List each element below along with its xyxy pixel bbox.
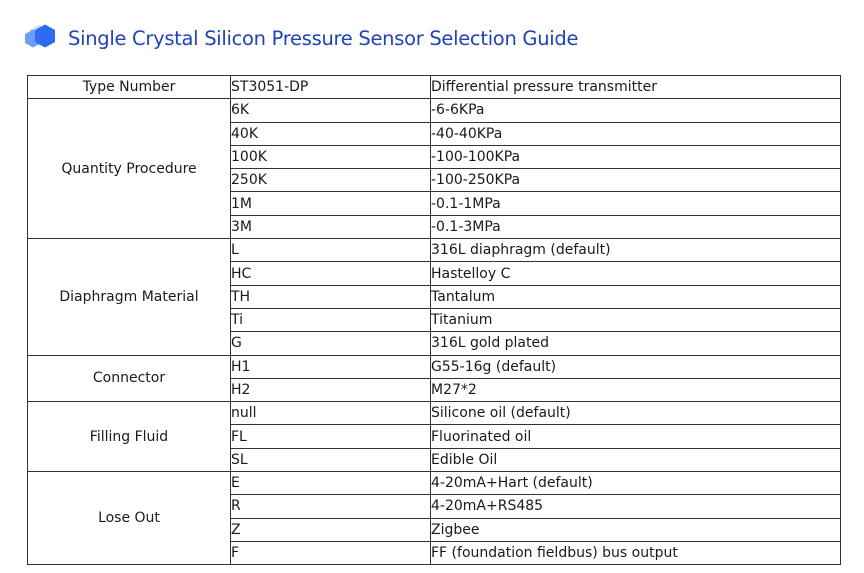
option-code: 1M — [230, 191, 431, 216]
group-label: Quantity Procedure — [27, 98, 231, 240]
option-code: Z — [230, 517, 431, 542]
page-title: Single Crystal Silicon Pressure Sensor S… — [68, 26, 579, 50]
option-description: Fluorinated oil — [430, 424, 841, 449]
option-code: 3M — [230, 214, 431, 240]
option-code: F — [230, 540, 431, 566]
option-description: Tantalum — [430, 284, 841, 309]
option-code: R — [230, 494, 431, 519]
option-description: G55-16g (default) — [430, 354, 841, 379]
option-code: FL — [230, 424, 431, 449]
option-description: 4-20mA+Hart (default) — [430, 471, 841, 496]
cube-icon — [25, 24, 55, 48]
table-row: 250K -100-250KPa — [28, 168, 841, 193]
option-description: -100-250KPa — [430, 168, 841, 193]
group-label: Connector — [27, 354, 231, 403]
option-description: -40-40KPa — [430, 121, 841, 146]
option-description: FF (foundation fieldbus) bus output — [430, 540, 841, 566]
table-row: Diaphragm Material L 316L diaphragm (defau… — [27, 238, 841, 356]
table-row: F FF (foundation fieldbus) bus output — [28, 540, 841, 566]
option-description: M27*2 — [430, 377, 841, 403]
group-label: Diaphragm Material — [27, 238, 231, 356]
table-row: G 316L gold plated — [28, 331, 841, 356]
option-code: H1 — [230, 354, 431, 379]
option-code: HC — [230, 261, 431, 286]
type-number-desc: Differential pressure transmitter — [430, 74, 841, 100]
option-description: -6-6KPa — [430, 98, 841, 123]
type-number-label: Type Number — [27, 74, 231, 100]
table-row: 1M -0.1-1MPa — [28, 191, 841, 216]
table-row: 40K -40-40KPa — [28, 121, 841, 146]
table-row: Ti Titanium — [28, 307, 841, 333]
group-label: Lose Out — [27, 471, 231, 566]
table-row: Filling Fluid null Silicone oil (default) — [27, 401, 841, 473]
option-description: Hastelloy C — [430, 261, 841, 286]
table-row: 100K -100-100KPa — [28, 144, 841, 170]
option-description: 4-20mA+RS485 — [430, 494, 841, 519]
option-description: -100-100KPa — [430, 144, 841, 170]
option-description: Edible Oil — [430, 447, 841, 473]
option-code: 100K — [230, 144, 431, 170]
option-code: H2 — [230, 377, 431, 403]
option-code: 6K — [230, 98, 431, 123]
table-row: HC Hastelloy C — [28, 261, 841, 286]
option-description: 316L diaphragm (default) — [430, 238, 841, 263]
option-code: L — [230, 238, 431, 263]
table-row: Connector H1 G55-16g (default) — [27, 354, 841, 403]
option-description: 316L gold plated — [430, 331, 841, 356]
option-code: Ti — [230, 307, 431, 333]
option-description: Titanium — [430, 307, 841, 333]
table-row: SL Edible Oil — [28, 447, 841, 473]
type-number-row: Type Number ST3051-DP Differential press… — [27, 74, 841, 100]
option-description: Zigbee — [430, 517, 841, 542]
table-row: H2 M27*2 — [28, 377, 841, 403]
option-code: 40K — [230, 121, 431, 146]
option-code: G — [230, 331, 431, 356]
selection-table: Type Number ST3051-DP Differential press… — [27, 74, 841, 566]
table-row: Quantity Procedure 6K -6-6KPa — [27, 98, 841, 240]
page-header: Single Crystal Silicon Pressure Sensor S… — [22, 22, 578, 54]
table-row: Z Zigbee — [28, 517, 841, 542]
option-code: E — [230, 471, 431, 496]
group-label: Filling Fluid — [27, 401, 231, 473]
option-code: TH — [230, 284, 431, 309]
option-description: -0.1-3MPa — [430, 214, 841, 240]
option-description: Silicone oil (default) — [430, 401, 841, 426]
option-code: 250K — [230, 168, 431, 193]
option-code: null — [230, 401, 431, 426]
option-description: -0.1-1MPa — [430, 191, 841, 216]
type-number-code: ST3051-DP — [230, 74, 431, 100]
option-code: SL — [230, 447, 431, 473]
table-row: Lose Out E 4-20mA+Hart (default) — [27, 471, 841, 566]
